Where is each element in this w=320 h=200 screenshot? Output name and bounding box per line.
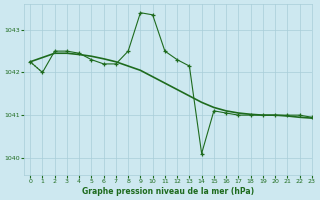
X-axis label: Graphe pression niveau de la mer (hPa): Graphe pression niveau de la mer (hPa) xyxy=(82,187,254,196)
